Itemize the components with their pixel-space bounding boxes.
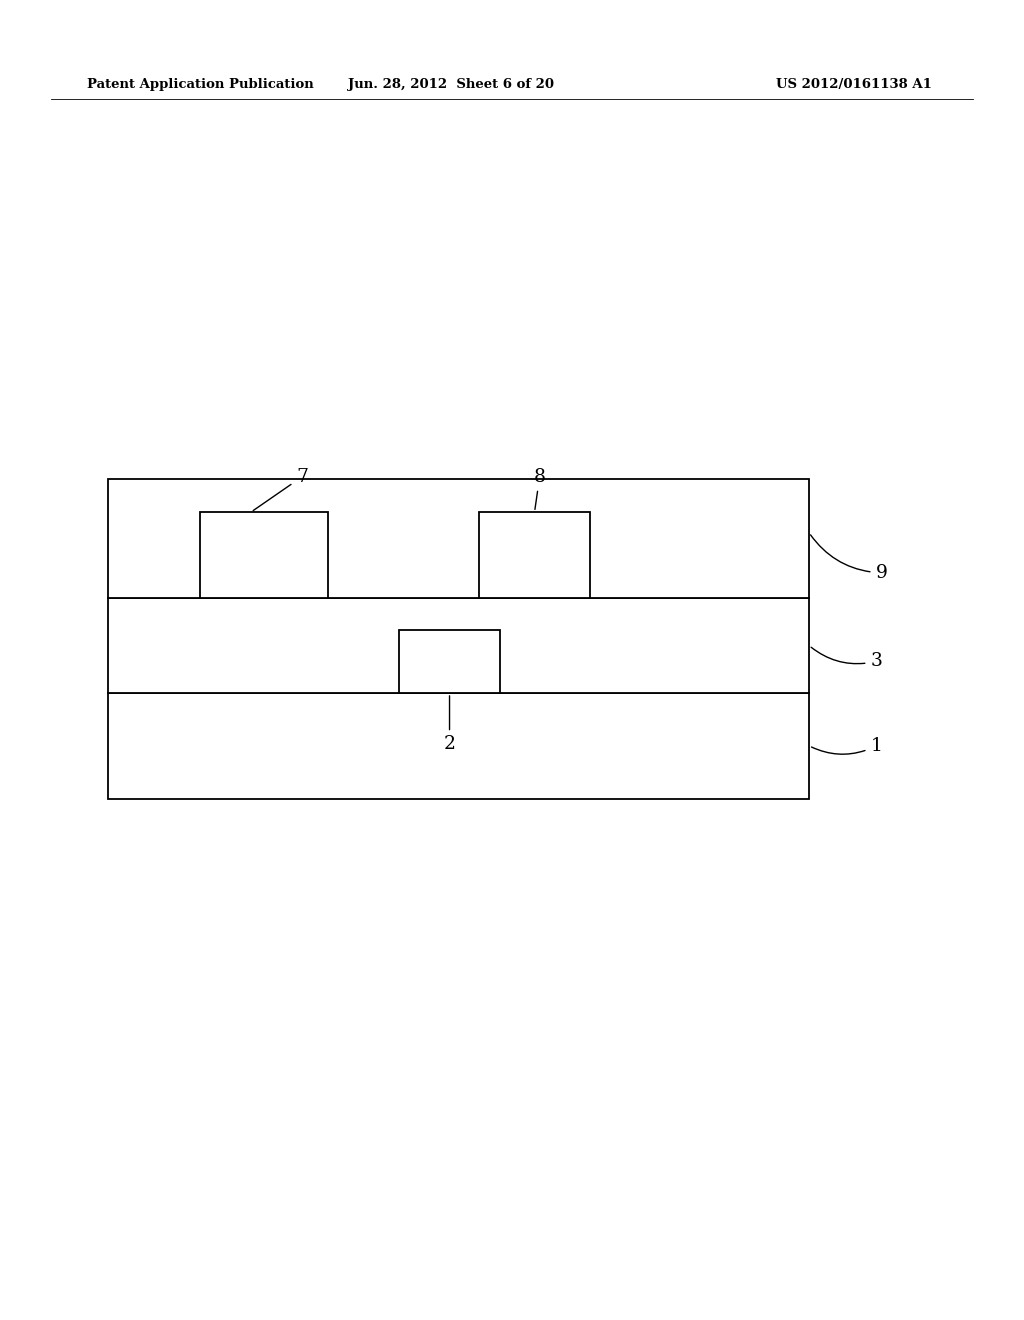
Text: 3: 3: [811, 647, 883, 671]
Text: 1: 1: [811, 737, 883, 755]
Text: Jun. 28, 2012  Sheet 6 of 20: Jun. 28, 2012 Sheet 6 of 20: [347, 78, 554, 91]
Bar: [399, 630, 500, 693]
Text: US 2012/0161138 A1: US 2012/0161138 A1: [776, 78, 932, 91]
Text: 9: 9: [811, 535, 888, 582]
Bar: [479, 512, 590, 598]
Bar: [479, 512, 590, 598]
Text: Patent Application Publication: Patent Application Publication: [87, 78, 313, 91]
Bar: [200, 512, 328, 598]
Bar: [108, 479, 809, 598]
Bar: [399, 630, 500, 693]
Bar: [200, 512, 328, 598]
Bar: [108, 693, 809, 799]
Text: 7: 7: [253, 467, 308, 511]
Bar: [108, 598, 809, 693]
Text: FIG. 6: FIG. 6: [369, 524, 438, 545]
Text: 2: 2: [443, 696, 456, 754]
Text: 8: 8: [534, 467, 546, 510]
